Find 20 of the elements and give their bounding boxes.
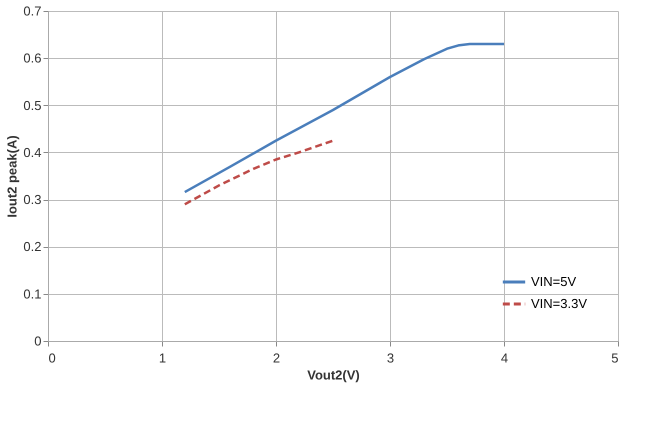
y-axis-title: Iout2 peak(A) [4, 135, 20, 218]
x-tick-label: 3 [386, 350, 394, 366]
x-tick-label: 0 [48, 350, 56, 366]
y-tick-label: 0.6 [23, 50, 42, 66]
x-tick-label: 4 [500, 350, 508, 366]
line-series [184, 139, 334, 206]
y-tick-label: 0.3 [23, 192, 42, 208]
x-tick-label: 5 [611, 350, 618, 366]
x-tick-label: 1 [158, 350, 166, 366]
y-tick-label: 0.1 [23, 286, 42, 302]
x-axis-title: Vout2(V) [307, 368, 360, 382]
x-tick-label: 2 [272, 350, 280, 366]
line-series [184, 42, 506, 194]
legend-label: VIN=3.3V [531, 296, 588, 311]
legend-label: VIN=5V [531, 274, 576, 289]
y-tick-label: 0.4 [23, 144, 42, 160]
y-tick-label: 0 [34, 334, 42, 348]
y-tick-label: 0.5 [23, 98, 42, 113]
y-tick-label: 0.2 [23, 239, 42, 254]
y-tick-label: 0.7 [23, 4, 42, 18]
